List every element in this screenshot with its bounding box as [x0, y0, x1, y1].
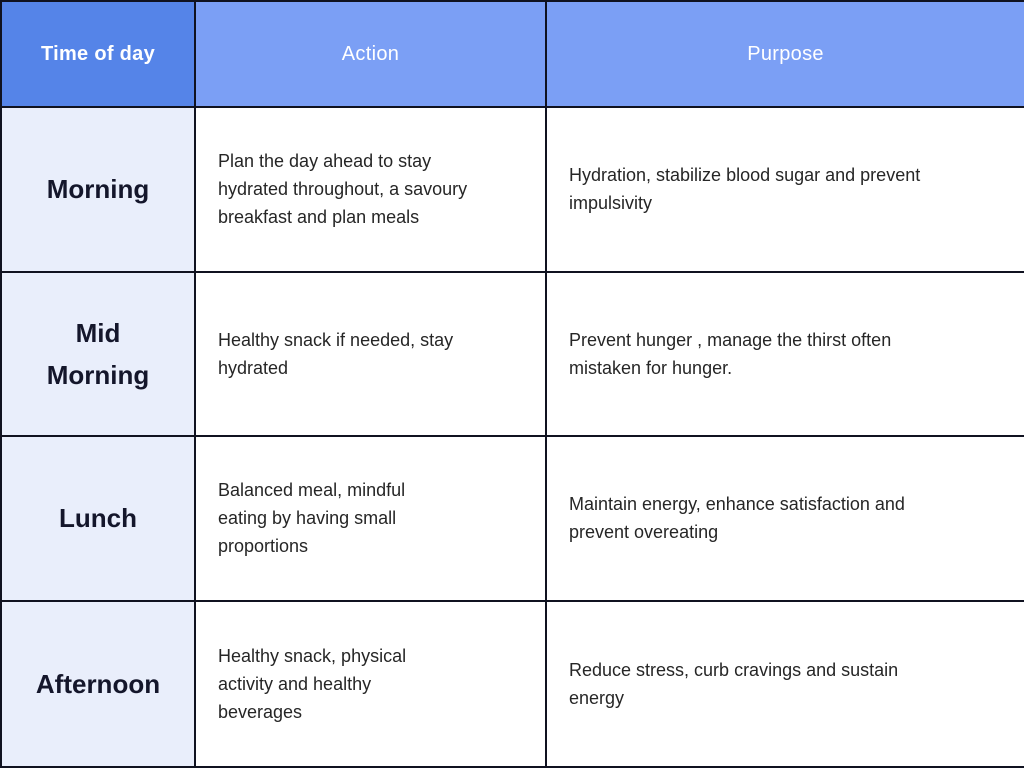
purpose-cell-mid-morning: Prevent hunger , manage the thirst often…	[547, 272, 1024, 437]
time-cell-mid-morning: Mid Morning	[2, 272, 196, 437]
header-label-purpose: Purpose	[747, 42, 824, 65]
header-cell-purpose: Purpose	[547, 2, 1024, 108]
time-cell-morning: Morning	[2, 108, 196, 273]
action-cell-afternoon: Healthy snack, physical activity and hea…	[196, 601, 547, 766]
header-cell-time-of-day: Time of day	[2, 2, 196, 108]
time-cell-lunch: Lunch	[2, 437, 196, 602]
header-label-time-of-day: Time of day	[40, 42, 156, 65]
purpose-cell-lunch: Maintain energy, enhance satisfaction an…	[547, 437, 1024, 602]
action-cell-lunch: Balanced meal, mindful eating by having …	[196, 437, 547, 602]
action-cell-morning: Plan the day ahead to stay hydrated thro…	[196, 108, 547, 273]
header-cell-action: Action	[196, 2, 547, 108]
purpose-cell-morning: Hydration, stabilize blood sugar and pre…	[547, 108, 1024, 273]
action-cell-mid-morning: Healthy snack if needed, stay hydrated	[196, 272, 547, 437]
time-cell-afternoon: Afternoon	[2, 601, 196, 766]
header-label-action: Action	[341, 42, 400, 65]
purpose-cell-afternoon: Reduce stress, curb cravings and sustain…	[547, 601, 1024, 766]
